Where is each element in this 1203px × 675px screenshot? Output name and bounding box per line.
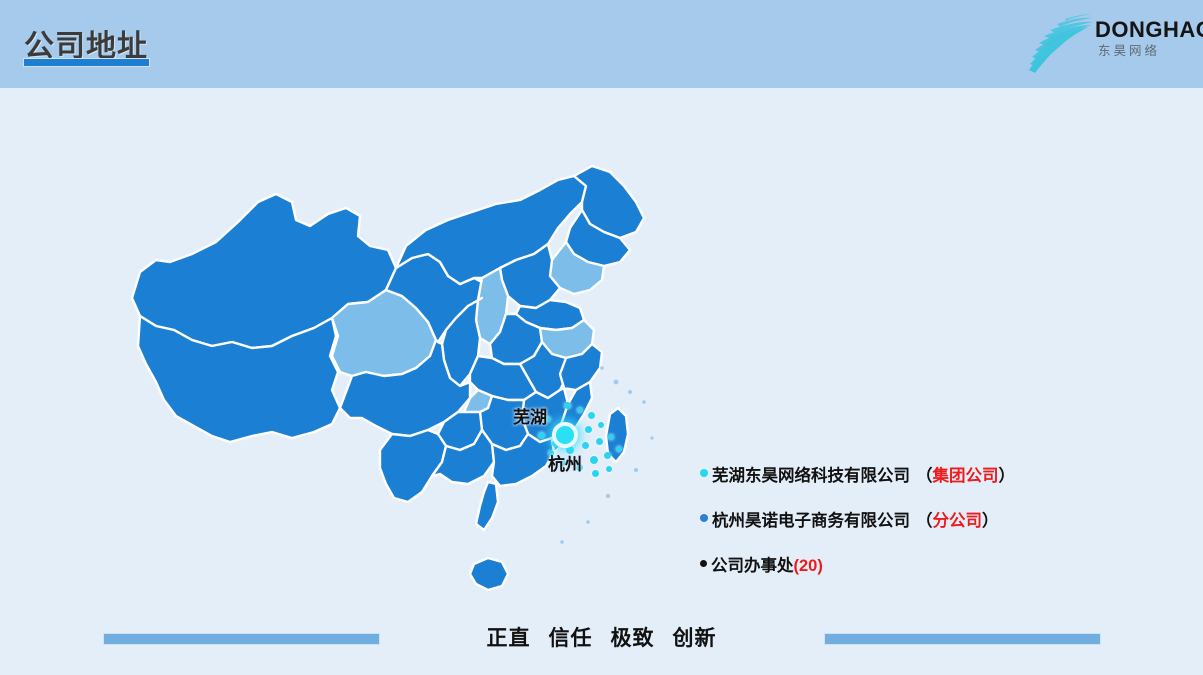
legend-item-branch-company: 杭州昊诺电子商务有限公司 （分公司） bbox=[700, 507, 1100, 531]
province-guangxi bbox=[430, 428, 496, 486]
motto-word-3: 极致 bbox=[610, 627, 655, 650]
office-marker bbox=[598, 422, 604, 428]
headquarters-marker bbox=[552, 422, 578, 448]
office-marker bbox=[548, 450, 554, 456]
office-marker bbox=[560, 460, 566, 466]
paren-open: （ bbox=[916, 512, 933, 530]
office-marker bbox=[576, 464, 583, 471]
legend-item-group-company: 芜湖东昊网络科技有限公司 （集团公司） bbox=[700, 462, 1100, 486]
footer-decor-bar-left bbox=[103, 633, 380, 645]
office-marker bbox=[582, 442, 589, 449]
office-marker bbox=[604, 452, 611, 459]
paren-close: ） bbox=[982, 512, 999, 530]
province-tibet bbox=[136, 314, 342, 444]
province-taiwan bbox=[604, 406, 630, 464]
page-title: 公司地址 bbox=[24, 30, 148, 63]
office-marker bbox=[606, 466, 612, 472]
province-zhejiang bbox=[558, 342, 604, 392]
province-hainan bbox=[468, 556, 510, 592]
footer-decor-bar-right bbox=[824, 633, 1101, 645]
province-jilin bbox=[564, 208, 632, 268]
province-yunnan bbox=[378, 428, 448, 504]
office-marker bbox=[592, 470, 599, 477]
logo-text-block: DONGHAO 东昊网络 bbox=[1095, 17, 1203, 59]
office-marker bbox=[545, 416, 551, 422]
province-sichuan bbox=[338, 338, 472, 438]
office-marker bbox=[588, 412, 595, 419]
legend-label: 公司办事处 bbox=[711, 557, 794, 575]
paren-open: （ bbox=[916, 467, 933, 485]
china-map-svg bbox=[130, 164, 654, 592]
logo-company-subtitle: 东昊网络 bbox=[1098, 44, 1161, 58]
donghao-feather-fan-icon bbox=[1021, 8, 1099, 76]
legend-bullet-black-icon bbox=[700, 560, 707, 567]
offshore-islets bbox=[560, 366, 654, 544]
office-marker bbox=[596, 438, 603, 445]
map-label-hangzhou: 杭州 bbox=[548, 455, 582, 474]
legend-label: 芜湖东昊网络科技有限公司 bbox=[712, 467, 910, 485]
legend-item-offices: 公司办事处 (20) bbox=[700, 552, 1100, 576]
office-marker bbox=[577, 407, 583, 413]
legend-tag-group: （集团公司） bbox=[916, 462, 1015, 486]
province-heilongjiang bbox=[572, 164, 646, 240]
office-marker bbox=[590, 456, 598, 464]
province-guangdong bbox=[490, 432, 556, 488]
china-map: 芜湖 杭州 bbox=[96, 150, 716, 610]
logo-company-name: DONGHAO bbox=[1095, 17, 1203, 42]
office-marker bbox=[566, 446, 574, 454]
legend-tag-group: （分公司） bbox=[916, 507, 999, 531]
legend-office-count: (20) bbox=[793, 557, 823, 575]
office-marker bbox=[538, 432, 545, 439]
legend-label: 杭州昊诺电子商务有限公司 bbox=[712, 512, 910, 530]
legend-bullet-cyan-icon bbox=[700, 469, 708, 477]
company-logo: DONGHAO 东昊网络 bbox=[1021, 6, 1203, 78]
motto-word-4: 创新 bbox=[672, 627, 717, 650]
leizhou-peninsula bbox=[474, 480, 500, 532]
map-label-wuhu: 芜湖 bbox=[513, 408, 547, 427]
province-inner-mongolia bbox=[394, 174, 588, 286]
footer-motto: 正直 信任 极致 创新 bbox=[0, 622, 1203, 652]
legend-bullet-blue-icon bbox=[700, 514, 708, 522]
motto-word-2: 信任 bbox=[548, 627, 593, 650]
paren-close: ） bbox=[998, 467, 1016, 485]
office-marker bbox=[564, 402, 571, 409]
motto-word-1: 正直 bbox=[486, 627, 531, 650]
office-marker bbox=[585, 426, 592, 433]
legend-tag-text: 集团公司 bbox=[932, 467, 999, 485]
title-underline-accent bbox=[23, 58, 150, 67]
office-marker bbox=[608, 434, 614, 440]
legend: 芜湖东昊网络科技有限公司 （集团公司） 杭州昊诺电子商务有限公司 （分公司） 公… bbox=[700, 462, 1100, 597]
office-marker bbox=[616, 446, 622, 452]
legend-tag-text: 分公司 bbox=[932, 512, 983, 530]
slide-header: 公司地址 bbox=[0, 0, 1203, 88]
